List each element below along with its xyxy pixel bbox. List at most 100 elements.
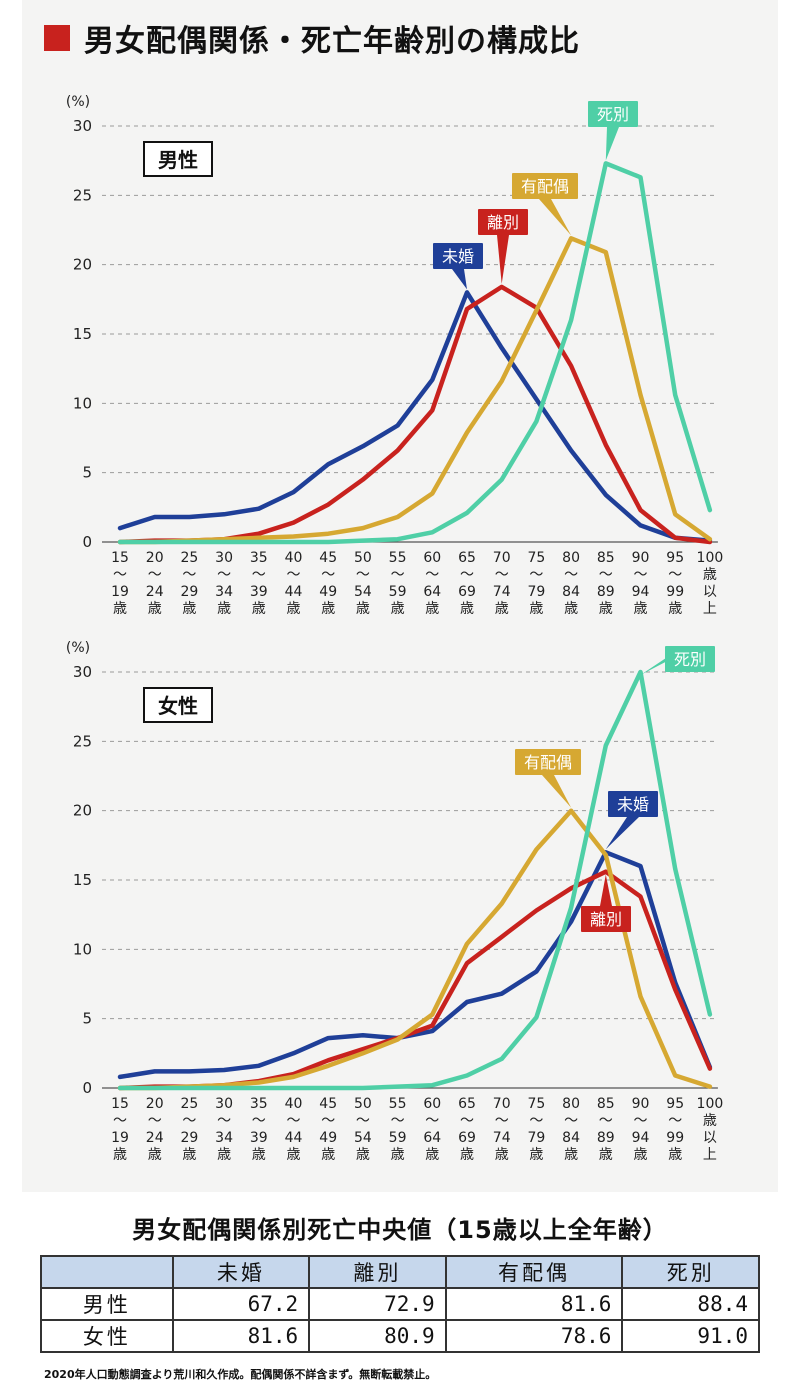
table-cell: 81.6 (444, 1287, 624, 1321)
series-line-死別 (117, 669, 713, 1091)
table-cell: 67.2 (171, 1287, 311, 1321)
y-tick-label: 10 (73, 394, 92, 412)
series-line-未婚 (117, 290, 713, 543)
x-tick-label: 65 〜 69 歳 (458, 1096, 476, 1163)
title-block: 男女配偶関係・死亡年齢別の構成比 (44, 14, 580, 62)
y-tick-label: 30 (73, 117, 92, 135)
y-tick-label: 30 (73, 663, 92, 681)
chart-panel-background (22, 0, 778, 1192)
panel-label: 女性 (158, 694, 198, 718)
x-tick-label: 70 〜 74 歳 (493, 550, 511, 617)
series-line-有配偶 (117, 236, 713, 545)
series-label: 未婚 (617, 795, 649, 814)
x-tick-label: 15 〜 19 歳 (111, 1096, 129, 1163)
x-tick-label: 55 〜 59 歳 (389, 1096, 407, 1163)
source-note: 2020年人口動態調査より荒川和久作成。配偶関係不詳含まず。無断転載禁止。 (44, 1368, 437, 1381)
panel-label: 男性 (158, 148, 198, 172)
x-tick-label: 85 〜 89 歳 (597, 1096, 615, 1163)
y-tick-label: 0 (82, 1079, 92, 1097)
x-tick-label: 90 〜 94 歳 (632, 550, 650, 617)
x-tick-label: 40 〜 44 歳 (285, 550, 303, 617)
series-label-box (608, 791, 658, 817)
series-label-pointer (600, 874, 612, 906)
series-label-pointer (539, 199, 572, 236)
series-label-box (588, 101, 638, 127)
y-unit-label: (%) (66, 640, 90, 656)
x-tick-label: 25 〜 29 歳 (180, 550, 198, 617)
table-header-row: 未婚 離別 有配偶 死別 (40, 1255, 760, 1289)
series-label: 有配偶 (521, 177, 569, 196)
series-label-box (512, 173, 578, 199)
x-tick-label: 85 〜 89 歳 (597, 550, 615, 617)
x-tick-label: 20 〜 24 歳 (146, 550, 164, 617)
x-tick-label: 45 〜 49 歳 (319, 550, 337, 617)
series-label-pointer (497, 235, 509, 284)
x-tick-label: 60 〜 64 歳 (423, 1096, 441, 1163)
table-cell: 88.4 (621, 1287, 760, 1321)
y-tick-label: 5 (82, 1010, 92, 1028)
y-tick-label: 10 (73, 940, 92, 958)
x-tick-label: 50 〜 54 歳 (354, 1096, 372, 1163)
x-tick-label: 20 〜 24 歳 (146, 1096, 164, 1163)
table-corner (40, 1255, 174, 1289)
x-tick-label: 60 〜 64 歳 (423, 550, 441, 617)
column-header: 死別 (621, 1255, 760, 1289)
table-title: 男女配偶関係別死亡中央値（15歳以上全年齢） (132, 1216, 668, 1244)
x-tick-label: 25 〜 29 歳 (180, 1096, 198, 1163)
column-header: 離別 (308, 1255, 447, 1289)
x-tick-label: 100 歳以上 (697, 1096, 724, 1163)
series-label: 死別 (597, 105, 629, 124)
x-tick-label: 50 〜 54 歳 (354, 550, 372, 617)
x-tick-label: 80 〜 84 歳 (562, 1096, 580, 1163)
x-tick-label: 35 〜 39 歳 (250, 550, 268, 617)
y-tick-label: 15 (73, 871, 92, 889)
x-tick-label: 30 〜 34 歳 (215, 550, 233, 617)
series-label-box (515, 749, 581, 775)
x-tick-label: 15 〜 19 歳 (111, 550, 129, 617)
x-tick-label: 100 歳以上 (697, 550, 724, 617)
panel-label-box (143, 141, 213, 177)
table-cell: 80.9 (308, 1319, 447, 1353)
x-tick-label: 70 〜 74 歳 (493, 1096, 511, 1163)
series-label-pointer (605, 127, 619, 161)
x-tick-label: 65 〜 69 歳 (458, 550, 476, 617)
x-tick-label: 30 〜 34 歳 (215, 1096, 233, 1163)
series-label-pointer (605, 817, 639, 850)
female-chart: (%) 0 5 10 15 20 25 30 15 〜 19 歳 20 〜 24 歳 25 〜 29 歳 30 〜 34 歳 3… (66, 640, 724, 1163)
y-tick-label: 25 (73, 186, 92, 204)
series-label-box (478, 209, 528, 235)
series-line-有配偶 (117, 808, 713, 1091)
y-tick-label: 25 (73, 732, 92, 750)
series-label: 未婚 (442, 247, 474, 266)
series-line-離別 (117, 869, 713, 1091)
page-title: 男女配偶関係・死亡年齢別の構成比 (84, 24, 580, 59)
series-label-box (665, 646, 715, 672)
table-cell: 81.6 (171, 1319, 311, 1353)
x-tick-label: 45 〜 49 歳 (319, 1096, 337, 1163)
row-header: 男性 (40, 1287, 174, 1321)
x-tick-label: 75 〜 79 歳 (527, 550, 545, 617)
x-tick-label: 35 〜 39 歳 (250, 1096, 268, 1163)
y-tick-label: 20 (73, 256, 92, 274)
y-tick-label: 5 (82, 464, 92, 482)
x-tick-label: 80 〜 84 歳 (562, 550, 580, 617)
x-tick-label: 95 〜 99 歳 (666, 550, 684, 617)
title-marker (44, 25, 70, 51)
y-unit-label: (%) (66, 94, 90, 110)
series-label: 離別 (487, 213, 519, 232)
y-tick-label: 0 (82, 533, 92, 551)
table-cell: 78.6 (444, 1319, 624, 1353)
table-cell: 91.0 (621, 1319, 760, 1353)
table-row: 男性 67.2 72.9 81.6 88.4 (40, 1287, 760, 1321)
x-tick-label: 75 〜 79 歳 (527, 1096, 545, 1163)
series-label: 死別 (674, 650, 706, 669)
row-header: 女性 (40, 1319, 174, 1353)
y-tick-label: 15 (73, 325, 92, 343)
x-tick-label: 55 〜 59 歳 (389, 550, 407, 617)
series-line-死別 (117, 161, 713, 545)
column-header: 未婚 (171, 1255, 311, 1289)
series-label-box (581, 906, 631, 932)
table-row: 女性 81.6 80.9 78.6 91.0 (40, 1319, 760, 1353)
series-label-pointer (542, 775, 572, 808)
series-line-未婚 (117, 850, 713, 1080)
